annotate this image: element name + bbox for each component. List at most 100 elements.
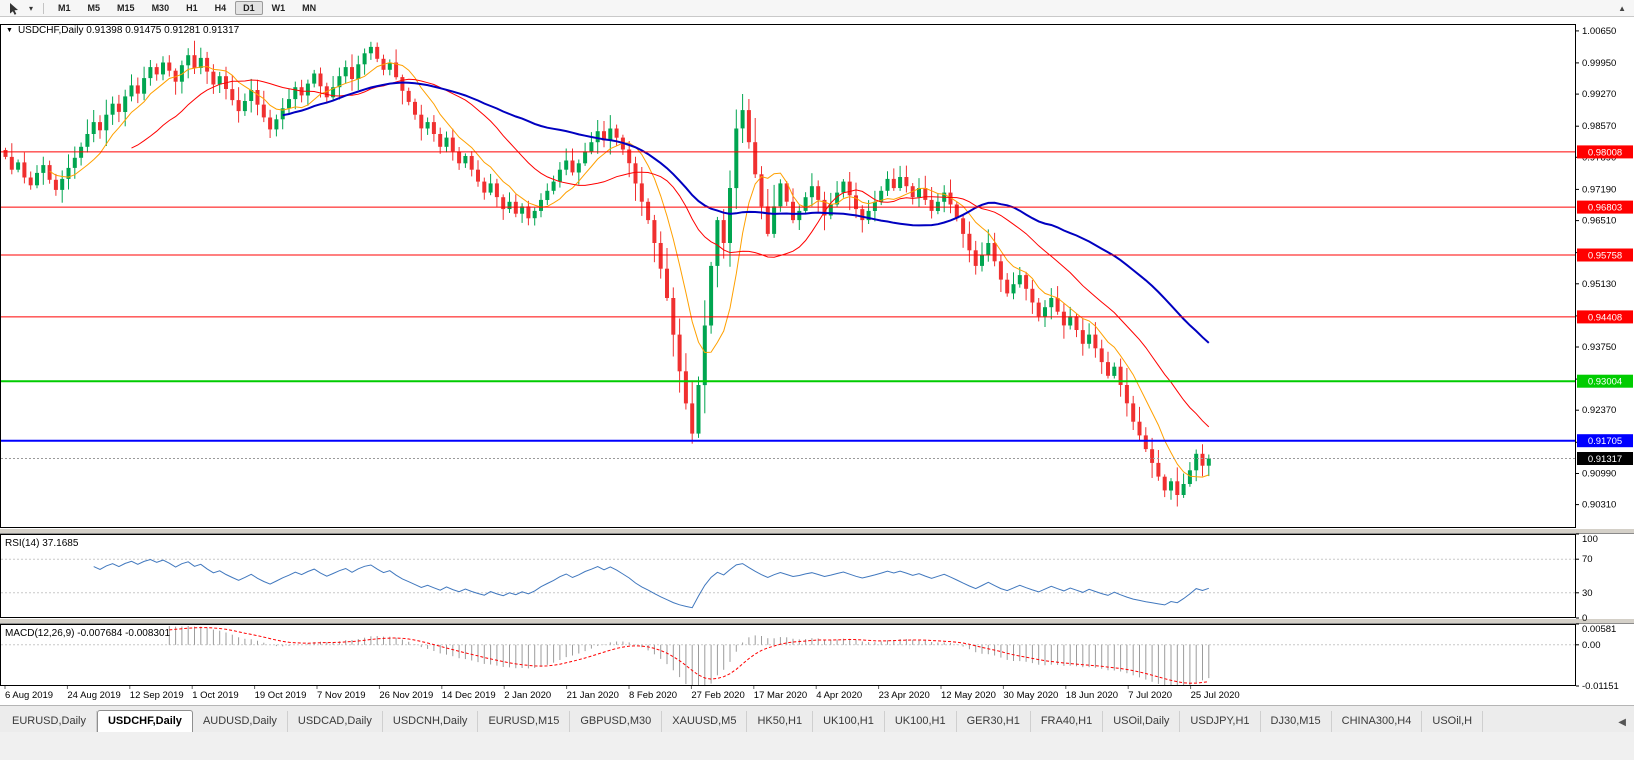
cursor-tool-button[interactable]: [4, 1, 24, 16]
date-axis-label: 26 Nov 2019: [379, 690, 433, 701]
candle: [98, 122, 102, 131]
candle: [1080, 330, 1085, 344]
chart-tab-xauusd-m5[interactable]: XAUUSD,M5: [662, 711, 748, 732]
candle: [797, 210, 802, 221]
candle: [198, 57, 203, 68]
candle: [406, 90, 411, 102]
candle: [980, 254, 984, 266]
date-axis-label: 7 Jul 2020: [1128, 690, 1172, 701]
timeframe-button-d1[interactable]: D1: [235, 1, 263, 15]
candle: [400, 77, 405, 91]
timeframe-button-w1[interactable]: W1: [271, 3, 286, 13]
tab-scroll-left-button[interactable]: ◀: [1618, 717, 1626, 728]
candle: [312, 73, 317, 84]
candle: [230, 89, 235, 101]
candle: [652, 220, 657, 243]
timeframe-button-mn[interactable]: MN: [302, 3, 317, 13]
candle: [532, 210, 537, 219]
candle: [1112, 366, 1117, 376]
candle: [488, 183, 493, 193]
candle: [891, 178, 896, 189]
svg-text:0.98008: 0.98008: [1588, 147, 1622, 158]
chart-tab-uk100-h1[interactable]: UK100,H1: [813, 711, 885, 732]
panel-divider[interactable]: [0, 528, 1634, 534]
scroll-up-icon[interactable]: ▲: [1618, 3, 1626, 13]
candle: [809, 186, 814, 198]
chart-tab-dj30-m15[interactable]: DJ30,M15: [1261, 711, 1332, 732]
timeframe-button-m30[interactable]: M30: [151, 3, 170, 13]
candle: [431, 122, 436, 134]
chart-tab-usdcnh-daily[interactable]: USDCNH,Daily: [383, 711, 479, 732]
timeframe-button-m5[interactable]: M5: [87, 3, 101, 13]
chart-tab-usdcad-daily[interactable]: USDCAD,Daily: [288, 711, 383, 732]
date-axis-label: 8 Feb 2020: [629, 690, 677, 701]
candle: [293, 87, 298, 100]
top-toolbar: ▾ M1 M5 M15 M30 H1 H4 D1 W1 MN ▲: [0, 0, 1634, 17]
candle: [104, 114, 109, 131]
candle: [772, 206, 777, 234]
price-badge: 0.94408: [1577, 310, 1633, 324]
candle: [923, 188, 928, 200]
candle: [179, 65, 184, 82]
rsi-axis-label: 0: [1582, 613, 1587, 624]
chart-tab-audusd-daily[interactable]: AUDUSD,Daily: [193, 711, 288, 732]
candle: [337, 76, 342, 88]
date-axis-label: 18 Jun 2020: [1066, 690, 1118, 701]
chart-tab-uk100-h1[interactable]: UK100,H1: [885, 711, 957, 732]
rsi-axis-label: 30: [1582, 588, 1593, 599]
chart-tab-usoil-daily[interactable]: USOil,Daily: [1103, 711, 1181, 732]
timeframe-button-h1[interactable]: H1: [186, 3, 198, 13]
candle: [828, 204, 833, 216]
chart-tab-usoil-h[interactable]: USOil,H: [1422, 711, 1484, 732]
panel-divider[interactable]: [0, 618, 1634, 624]
candle: [614, 128, 619, 138]
timeframe-button-h4[interactable]: H4: [214, 3, 227, 13]
candle: [841, 181, 846, 193]
price-axis-label: 0.98570: [1582, 121, 1616, 132]
chart-tab-eurusd-m15[interactable]: EURUSD,M15: [478, 711, 571, 732]
chart-tab-fra40-h1[interactable]: FRA40,H1: [1031, 711, 1104, 732]
candle: [526, 206, 531, 219]
candle: [476, 169, 480, 182]
ma-line-21: [131, 78, 1210, 428]
chart-tab-usdjpy-h1[interactable]: USDJPY,H1: [1180, 711, 1261, 732]
chart-tab-china300-h4[interactable]: CHINA300,H4: [1332, 711, 1423, 732]
date-axis-label: 2 Jan 2020: [504, 690, 551, 701]
candle: [1206, 458, 1211, 466]
candle: [961, 218, 966, 234]
price-axis-label: 0.96510: [1582, 216, 1616, 227]
chart-tab-list: EURUSD,Daily USDCHF,Daily AUDUSD,Daily USDC…: [2, 710, 1612, 732]
candle: [236, 100, 241, 112]
chart-tab-gbpusd-m30[interactable]: GBPUSD,M30: [570, 711, 663, 732]
candle: [1162, 476, 1167, 491]
candle: [161, 62, 165, 75]
candle: [66, 167, 71, 179]
candle: [1143, 435, 1148, 450]
date-axis-label: 4 Apr 2020: [816, 690, 862, 701]
candle: [350, 67, 354, 79]
candle: [305, 83, 310, 96]
candle: [998, 261, 1003, 280]
toolbar-separator: [43, 2, 45, 14]
chart-tab-hk50-h1[interactable]: HK50,H1: [747, 711, 814, 732]
symbol-dropdown-icon[interactable]: ▼: [6, 27, 13, 34]
candle: [986, 243, 991, 255]
macd-signal-line: [169, 627, 1209, 684]
chart-tab-eurusd-daily[interactable]: EURUSD,Daily: [2, 711, 97, 732]
ma-line-8: [49, 62, 1209, 478]
panel-frame: [0, 624, 1576, 686]
date-axis-label: 21 Jan 2020: [567, 690, 619, 701]
candle: [22, 162, 27, 178]
timeframe-button-m1[interactable]: M1: [58, 3, 71, 13]
chart-tab-usdchf-daily[interactable]: USDCHF,Daily: [96, 710, 193, 732]
timeframe-button-m15[interactable]: M15: [117, 3, 135, 13]
candle: [450, 137, 455, 152]
candle: [872, 201, 877, 211]
candle: [595, 131, 600, 143]
candle: [671, 298, 676, 335]
candle: [1005, 279, 1010, 294]
candle: [740, 110, 745, 129]
candle: [1156, 462, 1161, 477]
chart-tab-ger30-h1[interactable]: GER30,H1: [957, 711, 1031, 732]
chevron-down-icon[interactable]: ▾: [29, 3, 34, 13]
